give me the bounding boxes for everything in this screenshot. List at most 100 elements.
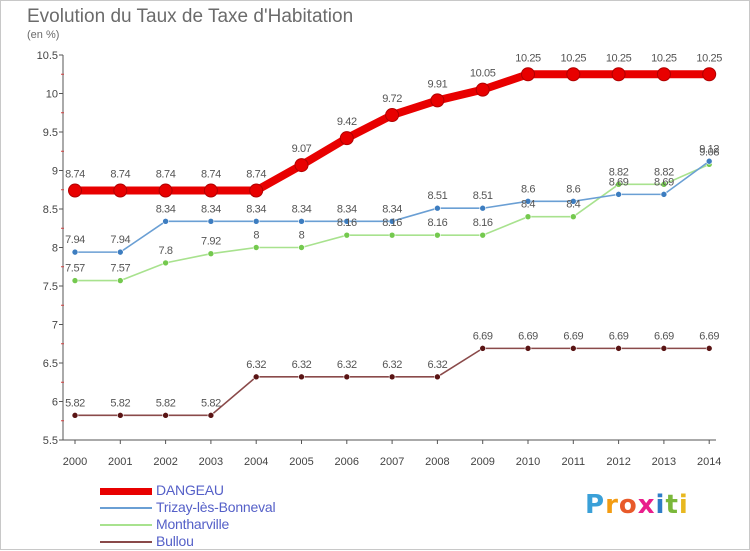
data-label: 8.34 [156,203,176,215]
data-point [388,231,396,239]
y-tick-label: 9.5 [43,127,58,139]
data-point [430,93,445,108]
data-point [615,181,622,188]
data-point [479,345,487,352]
data-label: 8.16 [427,217,447,229]
data-point [294,158,309,173]
y-tick-label: 6 [52,397,58,409]
data-point [434,231,441,239]
data-label: 8.34 [292,203,312,215]
data-point [524,198,532,205]
x-tick-label: 2012 [606,456,630,468]
data-label: 7.94 [65,234,85,246]
data-point [207,218,215,225]
data-point [207,412,215,419]
legend-swatch-trizay [100,507,152,509]
y-tick-label: 7.5 [43,281,58,293]
logo-letter: i [678,490,689,520]
data-point [660,345,668,352]
data-label: 9.08 [699,146,719,158]
data-label: 5.82 [65,397,85,409]
x-tick-label: 2008 [425,456,449,468]
data-label: 8.69 [609,176,629,188]
legend: DANGEAU Trizay-lès-Bonneval Montharville… [100,482,360,551]
logo-letter: x [637,490,656,520]
data-point [71,248,79,256]
data-point [524,345,532,352]
data-label: 7.92 [201,236,221,248]
data-point [434,373,441,381]
y-tick-label: 8.5 [43,204,58,216]
data-label: 8.74 [156,169,176,181]
data-label: 6.32 [337,359,357,371]
data-point [339,131,354,146]
data-point [71,412,79,419]
legend-swatch-bullou [100,541,152,543]
data-label: 6.69 [518,330,538,342]
data-label: 8 [299,230,305,242]
data-point [162,412,169,419]
data-point [298,218,305,225]
data-point [566,67,581,82]
y-tick-label: 10 [46,89,58,101]
data-label: 8.4 [566,199,580,211]
logo-letter: o [618,490,638,520]
data-label: 9.91 [427,78,447,90]
data-label: 10.25 [561,52,587,64]
data-point [656,67,671,82]
y-tick-label: 10.5 [37,50,58,62]
legend-item-trizay: Trizay-lès-Bonneval [100,499,360,517]
legend-label-bullou: Bullou [156,533,194,549]
data-label: 10.05 [470,68,496,80]
data-point [343,231,351,239]
legend-item-dangeau: DANGEAU [100,482,360,500]
x-tick-label: 2010 [516,456,540,468]
data-label: 8.51 [473,190,493,202]
y-tick-label: 9 [52,166,58,178]
data-label: 7.57 [65,263,85,275]
data-point [475,82,490,97]
data-point [113,183,128,198]
data-point [162,218,169,225]
data-label: 8.69 [654,176,674,188]
data-label: 6.69 [699,330,719,342]
y-tick-label: 7 [52,320,58,332]
legend-swatch-montharville [100,524,152,526]
data-label: 9.07 [292,143,312,155]
x-tick-label: 2000 [63,456,87,468]
legend-label-montharville: Montharville [156,516,230,532]
logo-letter: r [605,490,619,520]
chart-title: Evolution du Taux de Taxe d'Habitation [27,6,354,27]
data-label: 8.6 [521,183,535,195]
data-point [117,277,124,284]
logo-letter: t [665,490,679,520]
y-tick-label: 8 [52,243,58,255]
legend-label-trizay: Trizay-lès-Bonneval [156,499,276,515]
data-label: 10.25 [651,52,677,64]
data-label: 8.34 [337,203,357,215]
data-label: 6.32 [427,359,447,371]
data-label: 9.12 [699,143,719,155]
data-label: 9.72 [382,93,402,105]
data-point [521,67,535,82]
data-point [207,250,215,257]
legend-item-montharville: Montharville [100,516,360,534]
data-label: 8.34 [201,203,221,215]
data-point [71,277,79,284]
data-point [569,198,577,205]
data-point [702,67,717,82]
data-label: 9.42 [337,116,357,128]
data-label: 6.32 [292,359,312,371]
data-label: 6.32 [382,359,402,371]
data-label: 8.16 [382,217,402,229]
data-point [660,181,668,188]
data-point [298,244,305,251]
data-point [203,183,218,198]
data-label: 8.16 [337,217,357,229]
x-tick-label: 2009 [470,456,494,468]
data-point [252,244,260,251]
data-point [388,373,396,381]
data-label: 8.16 [473,217,493,229]
data-point [252,218,260,225]
